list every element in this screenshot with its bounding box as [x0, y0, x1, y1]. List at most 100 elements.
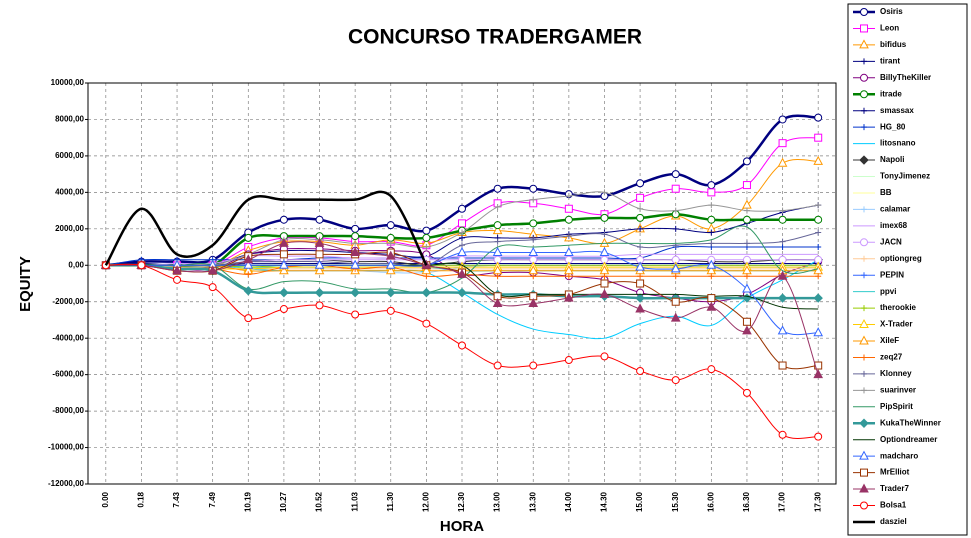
legend-marker [861, 354, 867, 361]
marker [671, 297, 680, 306]
marker [494, 238, 501, 245]
marker [315, 250, 324, 259]
legend-marker [861, 370, 867, 377]
legend-label: Leon [880, 24, 899, 33]
legend-label: X-Trader [880, 320, 912, 329]
marker [387, 240, 394, 247]
marker [279, 259, 289, 269]
legend-marker [859, 418, 869, 428]
marker [779, 207, 786, 214]
marker [635, 261, 645, 271]
marker [814, 432, 823, 441]
legend-marker [860, 238, 868, 247]
y-tick-label: -12000,00 [48, 479, 85, 488]
legend-marker [860, 90, 868, 99]
marker [672, 273, 679, 280]
marker [670, 312, 681, 322]
marker [742, 181, 751, 190]
y-tick-label: 6000,00 [55, 151, 84, 160]
marker [708, 202, 715, 209]
marker [244, 233, 253, 242]
marker [706, 301, 717, 311]
x-tick-label: 0.18 [137, 491, 146, 507]
legend-label: PipSpirit [880, 402, 913, 411]
marker [707, 365, 716, 374]
x-tick-label: 10.27 [279, 491, 288, 512]
marker [636, 179, 645, 188]
legend-marker [860, 501, 868, 510]
marker [423, 273, 430, 280]
marker [385, 250, 396, 260]
x-tick-label: 7.49 [208, 491, 217, 507]
marker [742, 157, 751, 166]
y-tick-label: -2000,00 [52, 297, 84, 306]
y-tick-label: 10000,00 [51, 78, 85, 87]
marker [564, 292, 574, 302]
marker [742, 325, 752, 335]
marker [279, 250, 288, 259]
legend-label: KukaTheWinner [880, 418, 941, 427]
marker [530, 273, 537, 280]
marker [492, 225, 503, 235]
x-tick-label: 0.00 [101, 491, 110, 507]
marker [457, 246, 467, 257]
legend-label: smassax [880, 106, 914, 115]
marker [637, 273, 644, 280]
marker [386, 287, 396, 298]
marker [458, 341, 466, 350]
legend-label: Trader7 [880, 484, 909, 493]
marker [529, 219, 538, 228]
marker [173, 275, 182, 284]
x-tick-label: 11.03 [350, 491, 359, 511]
legend-label: tirant [880, 56, 900, 65]
marker [315, 215, 324, 224]
marker [779, 244, 786, 251]
marker [459, 229, 465, 236]
marker [245, 271, 252, 278]
marker [386, 221, 395, 230]
legend-marker [861, 387, 867, 394]
marker [814, 215, 823, 224]
marker [314, 287, 325, 298]
legend-label: ppvi [880, 287, 896, 296]
marker [530, 236, 537, 243]
marker [670, 263, 681, 273]
marker [565, 233, 572, 240]
legend-label: suarinver [880, 385, 916, 394]
marker [279, 237, 289, 247]
marker [813, 155, 824, 165]
legend-marker [861, 124, 867, 131]
marker [778, 215, 787, 224]
x-tick-label: 16.30 [742, 491, 751, 512]
marker [742, 317, 751, 326]
legend-label: HG_80 [880, 122, 906, 131]
marker [708, 273, 715, 280]
marker [422, 233, 431, 242]
y-tick-label: -6000,00 [52, 370, 84, 379]
y-axis-label: EQUITY [17, 256, 34, 312]
plot-frame [87, 82, 837, 485]
legend-label: Bolsa1 [880, 501, 907, 510]
marker [814, 113, 823, 122]
legend-label: itrade [880, 89, 902, 98]
legend-label: dasziel [880, 517, 907, 526]
marker [492, 246, 503, 257]
x-tick-label: 7.43 [172, 491, 181, 507]
legend-marker [859, 483, 869, 493]
marker [137, 261, 146, 270]
marker [600, 352, 609, 361]
legend-label: Klonney [880, 369, 912, 378]
marker [636, 279, 645, 288]
marker [207, 265, 218, 275]
marker [493, 221, 502, 230]
legend-marker [860, 468, 868, 477]
marker [351, 310, 360, 319]
marker [635, 303, 645, 313]
marker [813, 327, 824, 337]
marker [813, 293, 823, 303]
marker [243, 259, 254, 269]
legend-label: Osiris [880, 7, 903, 16]
marker [565, 273, 572, 280]
marker [601, 231, 608, 238]
legend-label: therookie [880, 303, 917, 312]
